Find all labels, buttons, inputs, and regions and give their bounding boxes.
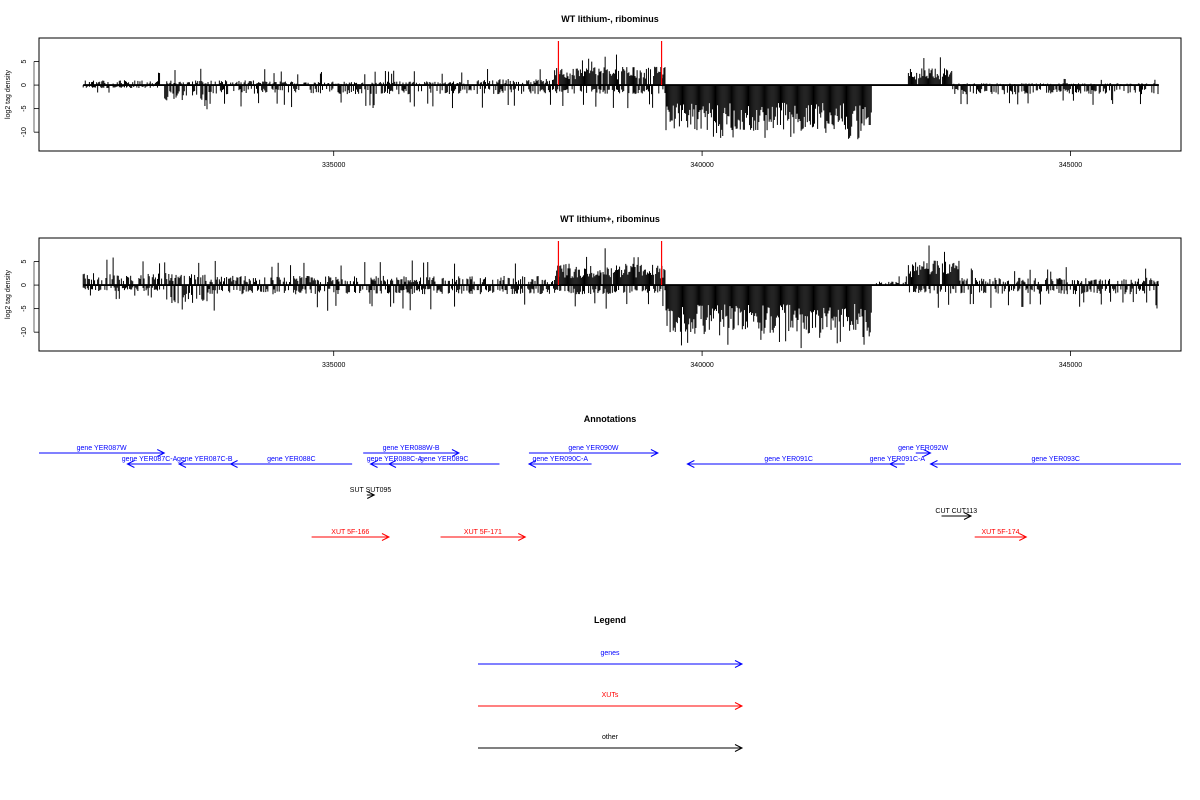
annotation-feature: gene YER090W xyxy=(528,445,660,457)
x-tick-label: 340000 xyxy=(690,362,713,369)
y-axis-label: log2 tag density xyxy=(5,69,12,119)
y-tick-label: -5 xyxy=(21,305,28,311)
y-tick-label: -10 xyxy=(21,327,28,337)
x-tick-label: 340000 xyxy=(690,162,713,169)
y-tick-label: -10 xyxy=(21,127,28,137)
legend-label: genes xyxy=(600,650,620,657)
feature-label: XUT 5F-171 xyxy=(464,529,502,536)
feature-arrowhead xyxy=(1019,533,1028,541)
annotation-feature: CUT CUT113 xyxy=(935,508,977,520)
feature-arrowhead xyxy=(451,449,461,457)
legend: Legend genes XUTs other xyxy=(478,615,744,752)
feature-label: gene YER088W-B xyxy=(383,445,440,452)
legend-arrowhead xyxy=(734,660,744,668)
feature-arrowhead xyxy=(923,449,932,457)
annotation-feature: XUT 5F-166 xyxy=(311,529,391,541)
feature-label: gene YER088C-A xyxy=(367,456,423,463)
feature-label: gene YER087C-A xyxy=(122,456,178,463)
feature-arrowhead xyxy=(369,460,378,468)
feature-label: XUT 5F-166 xyxy=(331,529,369,536)
annotation-feature: gene YER087C-B xyxy=(177,456,233,468)
feature-arrowhead xyxy=(177,460,187,468)
feature-label: gene YER091C xyxy=(764,456,813,463)
annotation-feature: gene YER093C xyxy=(929,456,1181,468)
legend-item: XUTs xyxy=(478,692,744,710)
annotation-feature: XUT 5F-171 xyxy=(440,529,527,541)
y-tick-label: 5 xyxy=(21,259,28,263)
feature-arrowhead xyxy=(963,512,973,520)
feature-label: gene YER088C xyxy=(267,456,316,463)
feature-arrowhead xyxy=(929,460,938,468)
x-tick-label: 335000 xyxy=(322,162,345,169)
feature-label: gene YER091C-A xyxy=(870,456,926,463)
feature-label: SUT SUT095 xyxy=(350,487,392,494)
annotation-feature: gene YER088C-A xyxy=(367,456,423,468)
annotation-feature: gene YER088C xyxy=(229,456,353,468)
feature-label: gene YER092W xyxy=(898,445,948,452)
y-tick-label: 0 xyxy=(21,83,28,87)
y-axis-label: log2 tag density xyxy=(5,269,12,319)
annotation-feature: gene YER091C-A xyxy=(870,456,926,468)
y-tick-label: -5 xyxy=(21,105,28,111)
feature-label: gene YER087C-B xyxy=(177,456,233,463)
legend-label: other xyxy=(602,734,619,741)
density-bars xyxy=(82,54,1159,140)
legend-item: genes xyxy=(478,650,744,668)
feature-arrowhead xyxy=(387,460,397,468)
feature-label: gene YER090W xyxy=(568,445,618,452)
feature-label: gene YER087W xyxy=(77,445,127,452)
feature-arrowhead xyxy=(527,460,537,468)
feature-arrowhead xyxy=(367,491,376,499)
feature-arrowhead xyxy=(229,460,238,468)
legend-label: XUTs xyxy=(602,692,619,699)
panel-title: WT lithium-, ribominus xyxy=(561,14,659,24)
feature-label: gene YER093C xyxy=(1031,456,1080,463)
x-tick-label: 345000 xyxy=(1059,162,1082,169)
feature-arrowhead xyxy=(650,449,660,457)
legend-title: Legend xyxy=(594,615,626,625)
density-bars xyxy=(82,245,1159,349)
feature-arrowhead xyxy=(157,449,166,457)
y-tick-label: 5 xyxy=(21,59,28,63)
feature-label: gene YER089C xyxy=(420,456,469,463)
feature-arrowhead xyxy=(126,460,135,468)
track-panel: WT lithium+, ribominus 5 0 -5 -10 log2 tag de… xyxy=(5,214,1182,369)
annotation-feature: gene YER090C-A xyxy=(527,456,592,468)
annotation-feature: SUT SUT095 xyxy=(350,487,392,499)
annotation-feature: gene YER091C xyxy=(686,456,890,468)
feature-arrowhead xyxy=(686,460,695,468)
feature-label: CUT CUT113 xyxy=(935,508,977,515)
feature-label: gene YER090C-A xyxy=(533,456,589,463)
annotation-feature: XUT 5F-174 xyxy=(974,529,1028,541)
plot-frame xyxy=(38,37,1182,152)
feature-arrowhead xyxy=(381,533,391,541)
plot-frame xyxy=(38,237,1182,352)
annotation-feature: gene YER087C-A xyxy=(122,456,178,468)
legend-arrowhead xyxy=(734,744,744,752)
panel-title: WT lithium+, ribominus xyxy=(560,214,660,224)
annotation-feature: gene YER088W-B xyxy=(363,445,461,457)
feature-arrowhead xyxy=(888,460,898,468)
annotation-feature: gene YER087W xyxy=(39,445,166,457)
x-tick-label: 335000 xyxy=(322,362,345,369)
annotations-title: Annotations xyxy=(584,414,637,424)
legend-item: other xyxy=(478,734,744,752)
annotation-feature: gene YER092W xyxy=(898,445,949,457)
legend-arrowhead xyxy=(734,702,744,710)
feature-label: XUT 5F-174 xyxy=(981,529,1019,536)
feature-arrowhead xyxy=(518,533,527,541)
y-tick-label: 0 xyxy=(21,283,28,287)
track-panel: WT lithium-, ribominus 5 0 -5 -10 log2 tag de… xyxy=(5,14,1182,169)
annotation-feature: gene YER089C xyxy=(387,456,500,468)
x-tick-label: 345000 xyxy=(1059,362,1082,369)
